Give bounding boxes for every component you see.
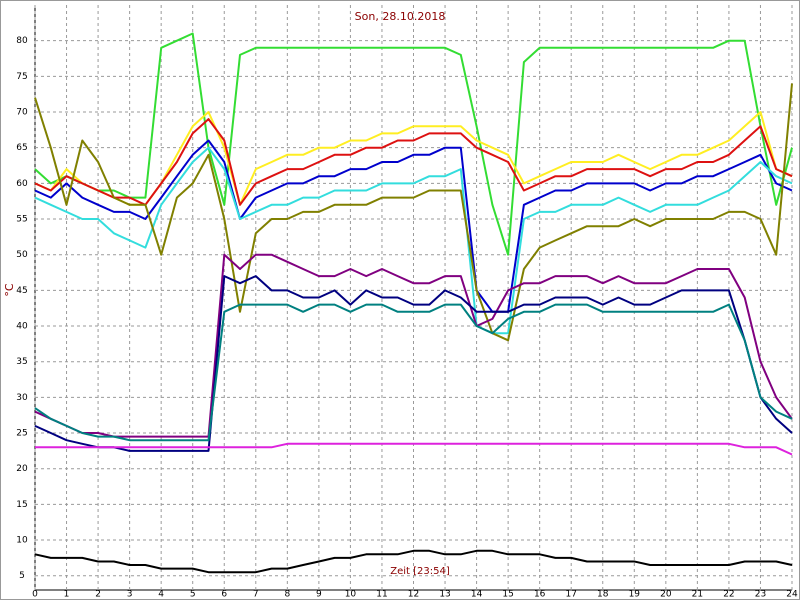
series-line — [34, 146, 793, 335]
x-tick-label: 0 — [32, 590, 38, 600]
series-line — [34, 32, 793, 256]
series-line — [34, 83, 793, 342]
y-tick-label: 15 — [16, 500, 27, 510]
x-tick-label: 17 — [565, 590, 576, 600]
y-tick-label: 45 — [16, 286, 27, 296]
y-tick-label: 40 — [16, 322, 28, 332]
x-tick-label: 20 — [660, 590, 672, 600]
x-tick-label: 8 — [284, 590, 290, 600]
y-tick-label: 20 — [16, 464, 28, 474]
x-tick-label: 7 — [253, 590, 259, 600]
x-tick-label: 13 — [439, 590, 450, 600]
x-tick-label: 4 — [158, 590, 164, 600]
series-line — [34, 275, 793, 452]
x-axis-label: Zeit [23:54] — [390, 566, 450, 577]
x-tick-label: 18 — [597, 590, 609, 600]
series-line — [34, 253, 793, 438]
series-line — [34, 139, 793, 313]
chart-title: Son, 28.10.2018 — [355, 10, 446, 23]
y-tick-label: 70 — [16, 108, 28, 118]
x-tick-label: 3 — [127, 590, 133, 600]
x-tick-label: 9 — [316, 590, 322, 600]
series-line — [34, 118, 793, 206]
y-tick-label: 60 — [16, 179, 28, 189]
y-tick-label: 80 — [16, 36, 28, 46]
x-tick-label: 21 — [692, 590, 703, 600]
y-tick-label: 35 — [16, 357, 27, 367]
y-tick-label: 5 — [19, 571, 25, 581]
y-tick-label: 30 — [16, 393, 28, 403]
x-tick-label: 19 — [629, 590, 641, 600]
x-tick-label: 24 — [786, 590, 798, 600]
series-line — [35, 442, 793, 456]
x-tick-label: 15 — [502, 590, 513, 600]
y-tick-label: 75 — [16, 72, 27, 82]
lines — [34, 32, 793, 574]
series-line — [34, 549, 793, 574]
x-tick-label: 5 — [190, 590, 196, 600]
x-tick-label: 11 — [376, 590, 387, 600]
x-tick-label: 14 — [471, 590, 483, 600]
x-tick-label: 2 — [95, 590, 101, 600]
x-tick-label: 16 — [534, 590, 546, 600]
y-axis-label: °C — [3, 283, 16, 297]
y-tick-label: 10 — [16, 536, 28, 546]
y-tick-label: 50 — [16, 250, 28, 260]
x-tick-label: 12 — [408, 590, 419, 600]
series-line — [34, 303, 793, 442]
x-tick-label: 1 — [64, 590, 70, 600]
x-tick-label: 6 — [221, 590, 227, 600]
y-tick-label: 55 — [16, 215, 27, 225]
y-tick-label: 65 — [16, 143, 27, 153]
y-tick-label: 25 — [16, 429, 27, 439]
x-tick-label: 23 — [755, 590, 766, 600]
x-tick-label: 10 — [345, 590, 357, 600]
x-tick-label: 22 — [723, 590, 734, 600]
